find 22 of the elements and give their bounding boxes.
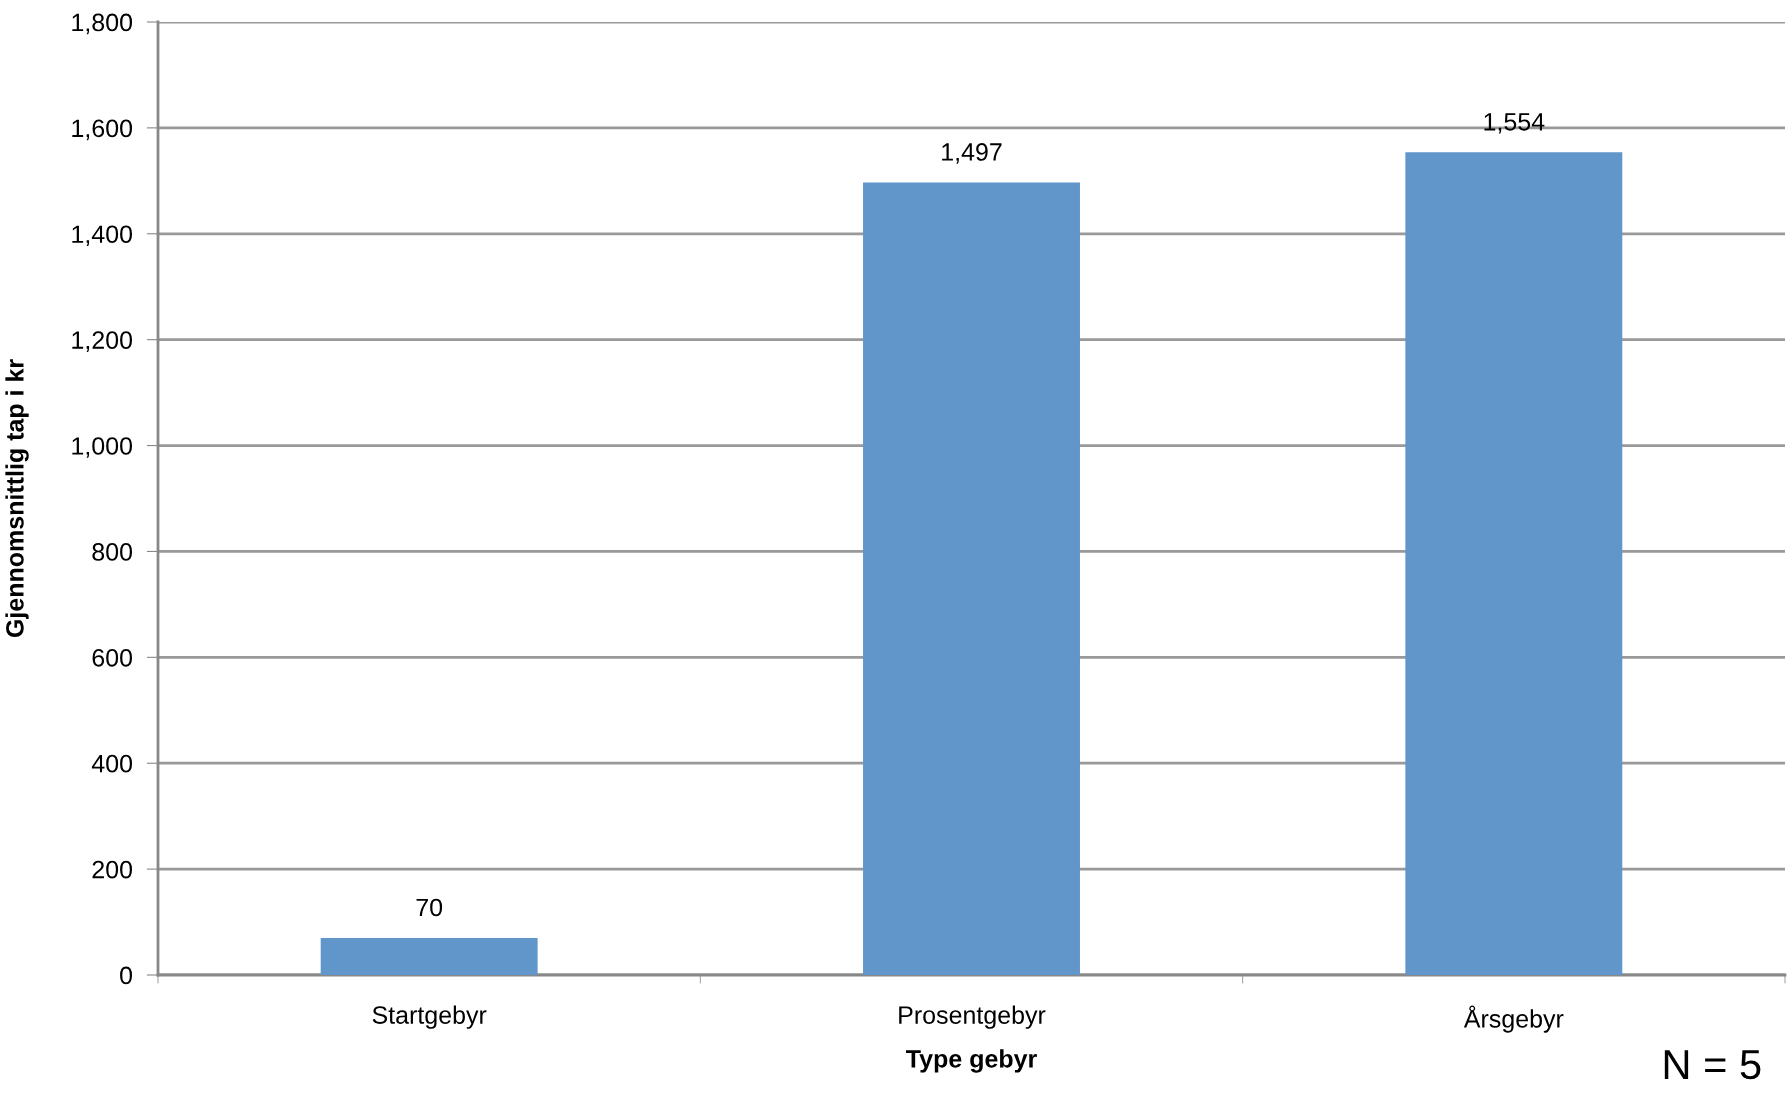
- y-tick-label: 1,400: [72, 225, 133, 247]
- bar: [1405, 152, 1623, 975]
- y-axis-title: Gjennomsnittlig tap i kr: [5, 359, 29, 638]
- text: N = 5: [1664, 1050, 1761, 1080]
- y-tick-label: 1,600: [72, 119, 133, 141]
- x-tick-label: Årsgebyr: [1463, 1005, 1564, 1033]
- y-tick-label: 1,200: [72, 331, 133, 352]
- bar: [863, 182, 1080, 975]
- x-axis-title: Type gebyr: [906, 1049, 1037, 1073]
- y-tick-label: 200: [92, 860, 133, 879]
- data-label: 1,497: [942, 143, 1002, 164]
- y-tick-label: 800: [92, 543, 133, 561]
- y-tick-label: 1,000: [72, 437, 133, 458]
- y-tick-label: 400: [91, 754, 133, 773]
- x-tick-label: Startgebyr: [372, 1005, 487, 1029]
- y-tick-label: 600: [92, 648, 133, 667]
- y-tick-label: 0: [120, 966, 133, 985]
- y-tick-label: 1,800: [72, 13, 133, 35]
- bar: [320, 937, 538, 975]
- data-label: 70: [416, 898, 443, 917]
- x-tick-label: Prosentgebyr: [899, 1005, 1046, 1029]
- data-label: 1,554: [1484, 113, 1545, 134]
